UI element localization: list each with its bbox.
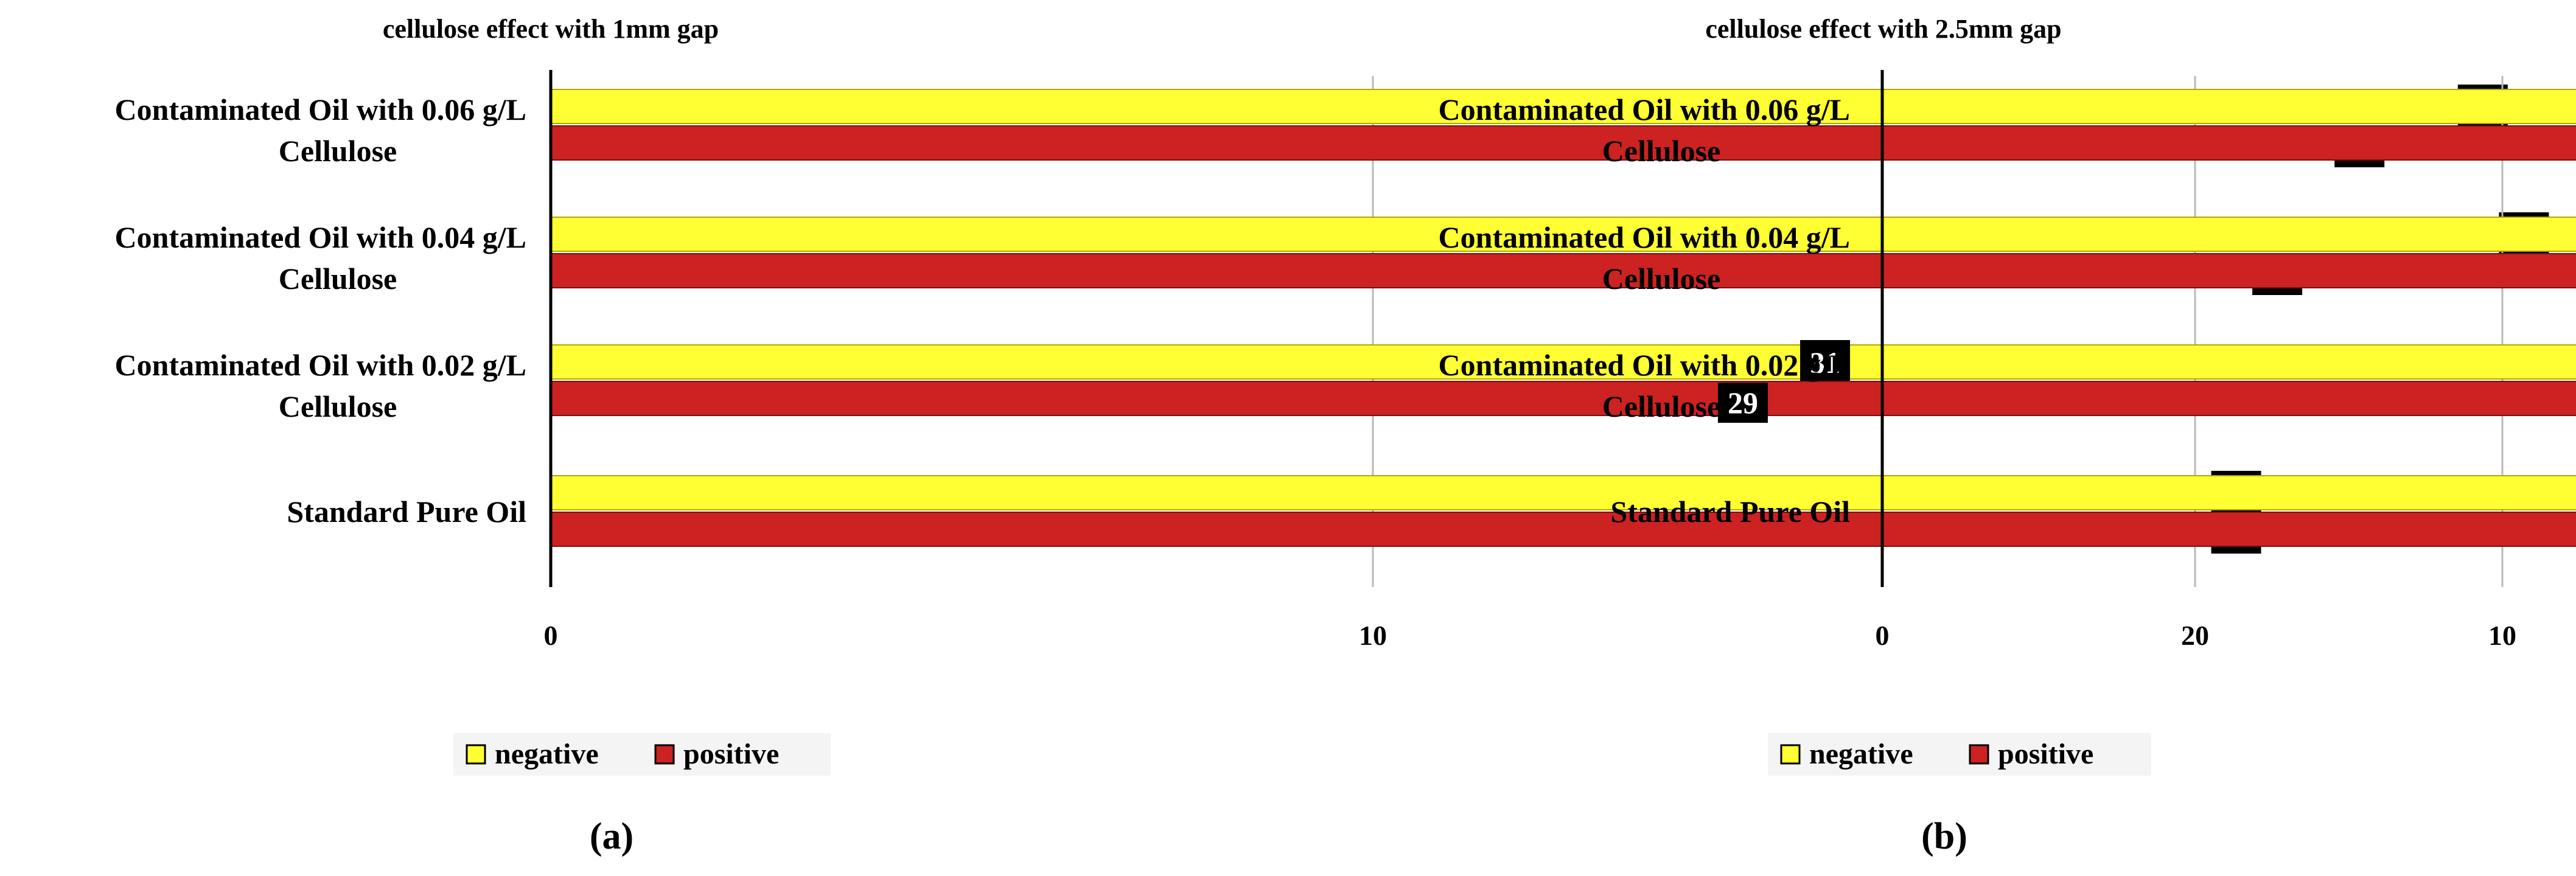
category-label: Contaminated Oil with 0.06 g/L	[1439, 92, 1850, 127]
bar-positive	[1882, 512, 2576, 547]
legend-swatch-positive	[1969, 744, 1989, 765]
legend-box	[453, 733, 831, 776]
legend-label-positive: positive	[1998, 738, 2093, 770]
legend-box	[1768, 733, 2151, 776]
legend-label-positive: positive	[683, 738, 779, 770]
category-label: Contaminated Oil with 0.02 g/L	[1439, 348, 1850, 382]
category-label: Cellulose	[1602, 134, 1720, 168]
x-tick-label: 20	[2181, 620, 2209, 651]
chart-title: cellulose effect with 1mm gap	[383, 14, 719, 44]
category-label: Cellulose	[279, 134, 397, 168]
bar-negative	[1882, 344, 2576, 380]
x-tick-label: 0	[1876, 620, 1890, 651]
category-label: Contaminated Oil with 0.04 g/L	[1439, 220, 1850, 254]
category-label: Cellulose	[279, 262, 397, 296]
bar-positive	[1882, 125, 2576, 161]
category-label: Cellulose	[1602, 389, 1720, 423]
bar-negative	[1882, 217, 2576, 252]
bar-positive	[1882, 381, 2576, 416]
data-label: 31	[1810, 346, 1840, 380]
chart-title: cellulose effect with 2.5mm gap	[1705, 14, 2061, 44]
panel-label: (b)	[1921, 816, 1967, 857]
data-label-box	[1800, 340, 1851, 385]
x-tick-label: 0	[544, 620, 558, 651]
panel-label: (a)	[590, 816, 634, 857]
data-label: 29	[1728, 386, 1758, 420]
category-label: Contaminated Oil with 0.06 g/L	[115, 92, 526, 127]
bar-negative	[1882, 475, 2576, 510]
category-label: Contaminated Oil with 0.02 g/L	[115, 348, 526, 382]
x-tick-label: 10	[2488, 620, 2516, 651]
legend-label-negative: negative	[495, 738, 599, 770]
legend-label-negative: negative	[1809, 738, 1913, 770]
legend-swatch-negative	[1780, 744, 1801, 765]
chart-panel-b: cellulose effect with 2.5mm gap6654Conta…	[1439, 14, 2576, 857]
category-label: Standard Pure Oil	[1610, 495, 1850, 529]
legend-swatch-negative	[466, 744, 486, 765]
category-label: Cellulose	[279, 389, 397, 423]
bar-positive	[1882, 253, 2576, 288]
data-label-box	[1717, 383, 1768, 423]
category-label: Contaminated Oil with 0.04 g/L	[115, 220, 526, 254]
bar-negative	[1882, 89, 2576, 124]
category-label: Cellulose	[1602, 262, 1720, 296]
legend-swatch-positive	[654, 744, 675, 765]
category-label: Standard Pure Oil	[287, 495, 526, 529]
x-tick-label: 10	[1359, 620, 1387, 651]
